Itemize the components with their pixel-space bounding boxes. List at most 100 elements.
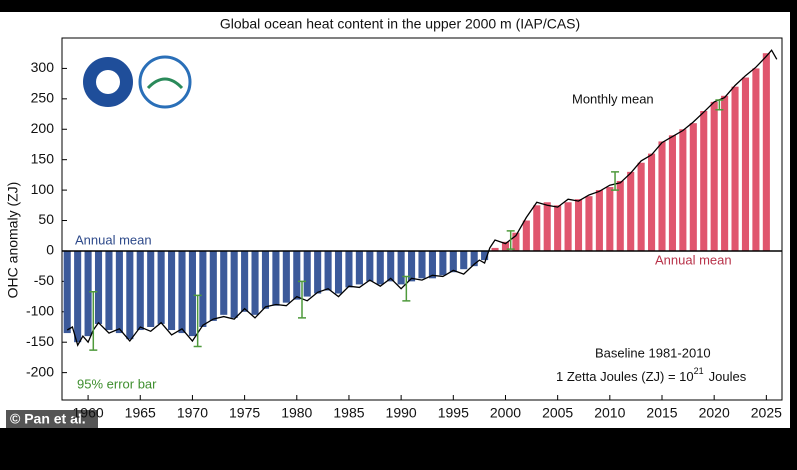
- bar: [188, 250, 196, 337]
- bar: [762, 53, 770, 251]
- y-tick-label: -100: [26, 302, 54, 318]
- x-tick-label: 1970: [177, 405, 208, 421]
- x-tick-label: 2005: [542, 405, 573, 421]
- bar: [282, 250, 290, 303]
- annotation: 1 Zetta Joules (ZJ) = 1021 Joules: [556, 366, 747, 384]
- x-tick-label: 1960: [73, 405, 104, 421]
- bar: [168, 250, 176, 331]
- x-tick-label: 2020: [699, 405, 730, 421]
- annotation: Baseline 1981-2010: [595, 345, 711, 360]
- bar: [418, 250, 426, 279]
- bar: [334, 250, 343, 294]
- bar: [491, 247, 499, 251]
- bar: [428, 250, 436, 279]
- logos: [83, 55, 192, 109]
- bar: [74, 250, 82, 343]
- bar: [397, 250, 405, 285]
- bar: [366, 250, 374, 282]
- bar: [679, 129, 687, 251]
- bar: [63, 250, 71, 334]
- annotation: Joules: [709, 369, 747, 384]
- bar: [721, 95, 729, 251]
- bar: [105, 250, 113, 331]
- bar: [554, 205, 562, 251]
- monthly-line: [66, 49, 778, 347]
- bar: [689, 123, 697, 251]
- bar: [648, 153, 656, 251]
- annotation: Monthly mean: [572, 91, 654, 106]
- bar: [564, 202, 572, 251]
- bar: [481, 250, 489, 261]
- bar: [627, 171, 635, 251]
- bar: [230, 250, 238, 318]
- bar: [303, 250, 311, 297]
- y-axis-label: OHC anomaly (ZJ): [5, 182, 21, 299]
- bar: [731, 86, 739, 251]
- bar: [147, 250, 155, 327]
- credit: © Pan et al.: [10, 411, 86, 427]
- bar: [324, 250, 332, 291]
- error-bar: [715, 99, 724, 111]
- y-tick-label: 200: [31, 120, 55, 136]
- bar: [460, 250, 468, 270]
- bar: [585, 196, 593, 251]
- bar: [178, 250, 186, 334]
- bar: [449, 250, 457, 273]
- x-tick-label: 1985: [333, 405, 364, 421]
- error-bar: [193, 294, 202, 348]
- y-tick-label: 300: [31, 59, 55, 75]
- y-tick-label: -150: [26, 333, 54, 349]
- bar: [543, 202, 551, 251]
- y-tick-label: -50: [34, 272, 54, 288]
- bar: [355, 250, 363, 285]
- bar: [595, 190, 603, 251]
- plot-frame: [61, 37, 783, 401]
- y-tick-label: 150: [31, 150, 55, 166]
- bar: [293, 250, 301, 300]
- error-bar: [298, 280, 306, 319]
- bar: [376, 250, 384, 285]
- bar: [408, 250, 416, 282]
- bar: [439, 250, 447, 276]
- bar: [533, 205, 541, 251]
- x-tick-label: 2000: [490, 405, 521, 421]
- bar: [501, 241, 510, 251]
- annotation: Annual mean: [655, 252, 732, 267]
- annotation: 21: [694, 366, 704, 376]
- error-bar: [611, 171, 620, 191]
- x-tick-label: 2015: [646, 405, 677, 421]
- bar: [115, 250, 123, 334]
- y-tick-label: 50: [38, 211, 54, 227]
- credit-box: [6, 410, 98, 428]
- x-tick-label: 1990: [386, 405, 417, 421]
- bar: [710, 101, 718, 251]
- bar: [94, 250, 103, 324]
- error-bar: [402, 275, 411, 302]
- bar: [658, 141, 666, 251]
- bar: [84, 250, 92, 337]
- bar: [314, 250, 322, 294]
- annotation: 95% error bar: [77, 376, 157, 391]
- chart-title: Global ocean heat content in the upper 2…: [220, 16, 580, 32]
- bar: [700, 111, 708, 251]
- bar: [126, 250, 134, 340]
- y-tick-label: 0: [46, 242, 54, 258]
- bar: [241, 250, 249, 312]
- bar: [272, 250, 280, 306]
- x-tick-label: 1980: [281, 405, 312, 421]
- bar: [668, 135, 676, 251]
- bar: [387, 250, 395, 282]
- bar: [606, 187, 614, 251]
- x-tick-label: 1965: [125, 405, 156, 421]
- y-tick-label: 100: [31, 181, 55, 197]
- bar: [512, 232, 520, 251]
- bar: [470, 250, 478, 267]
- bar: [157, 250, 165, 324]
- x-tick-label: 2010: [594, 405, 625, 421]
- bar: [136, 250, 144, 331]
- error-bar: [506, 230, 515, 250]
- bar: [261, 250, 270, 309]
- bar: [752, 68, 760, 251]
- bar: [522, 220, 530, 251]
